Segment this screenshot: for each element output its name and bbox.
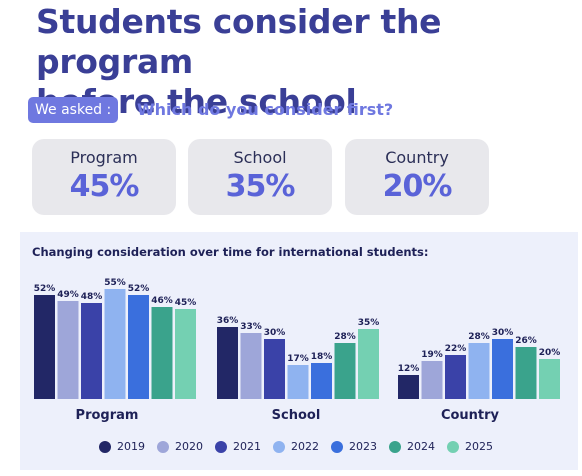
- data-label-school-2020: 33%: [240, 322, 262, 332]
- bar-school-2020: [240, 333, 262, 399]
- data-label-country-2019: 12%: [398, 364, 420, 374]
- stat-label: Program: [70, 148, 138, 167]
- bar-school-2025: [358, 329, 379, 399]
- bar-program-2020: [57, 301, 79, 399]
- legend-swatch: [331, 440, 343, 453]
- data-label-country-2025: 20%: [539, 348, 561, 358]
- category-label-school: School: [271, 408, 321, 423]
- bar-program-2024: [151, 307, 173, 399]
- bar-country-2023: [492, 339, 513, 399]
- legend-item-2025: 2025: [447, 440, 493, 453]
- data-label-country-2022: 28%: [468, 332, 490, 342]
- data-label-program-2022: 55%: [104, 278, 126, 288]
- data-label-school-2024: 28%: [334, 332, 356, 342]
- bar-country-2024: [515, 347, 537, 399]
- data-label-program-2023: 52%: [128, 284, 150, 294]
- chart-legend: 2019 2020 2021 2022 2023 2024 2025: [99, 440, 505, 453]
- legend-swatch: [157, 440, 169, 453]
- legend-label: 2019: [117, 440, 145, 453]
- we-asked-badge: We asked :: [28, 97, 119, 123]
- bar-school-2024: [334, 343, 356, 399]
- legend-item-2019: 2019: [99, 440, 145, 453]
- bar-program-2025: [175, 309, 196, 399]
- legend-label: 2025: [465, 440, 493, 453]
- data-label-school-2023: 18%: [311, 352, 333, 362]
- data-label-school-2025: 35%: [358, 318, 380, 328]
- data-label-program-2020: 49%: [57, 290, 79, 300]
- category-label-country: Country: [440, 408, 500, 423]
- legend-item-2023: 2023: [331, 440, 377, 453]
- bar-school-2019: [217, 327, 238, 399]
- bar-school-2022: [287, 365, 309, 399]
- legend-label: 2022: [291, 440, 319, 453]
- stat-value: 35%: [225, 169, 296, 204]
- stat-label: Country: [385, 148, 449, 167]
- legend-swatch: [447, 440, 459, 453]
- survey-question: Which do you consider first?: [137, 100, 394, 119]
- stat-card-school: School 35%: [188, 139, 332, 215]
- stat-value: 45%: [69, 169, 140, 204]
- legend-label: 2021: [233, 440, 261, 453]
- bar-country-2025: [539, 359, 560, 399]
- data-label-program-2024: 46%: [151, 296, 173, 306]
- data-label-country-2023: 30%: [492, 328, 514, 338]
- legend-item-2024: 2024: [389, 440, 435, 453]
- legend-swatch: [215, 440, 227, 453]
- bar-country-2019: [398, 375, 419, 399]
- bar-country-2022: [468, 343, 490, 399]
- stat-card-program: Program 45%: [32, 139, 176, 215]
- bar-school-2023: [311, 363, 332, 399]
- data-label-country-2024: 26%: [515, 336, 537, 346]
- stat-label: School: [233, 148, 287, 167]
- data-label-school-2022: 17%: [287, 354, 309, 364]
- bar-program-2019: [34, 295, 55, 399]
- headline: Students consider the program before the…: [36, 2, 576, 122]
- bar-program-2023: [128, 295, 149, 399]
- data-label-school-2019: 36%: [217, 316, 239, 326]
- legend-label: 2024: [407, 440, 435, 453]
- legend-item-2022: 2022: [273, 440, 319, 453]
- legend-label: 2023: [349, 440, 377, 453]
- headline-line-1: Students consider the program: [36, 2, 442, 81]
- category-label-program: Program: [75, 408, 139, 423]
- legend-item-2020: 2020: [157, 440, 203, 453]
- data-label-program-2025: 45%: [175, 298, 197, 308]
- data-label-program-2019: 52%: [34, 284, 56, 294]
- chart-title: Changing consideration over time for int…: [32, 245, 429, 259]
- bar-country-2021: [445, 355, 466, 399]
- data-label-program-2021: 48%: [81, 292, 103, 302]
- data-label-country-2020: 19%: [421, 350, 443, 360]
- legend-label: 2020: [175, 440, 203, 453]
- legend-swatch: [273, 440, 285, 453]
- legend-swatch: [389, 440, 401, 453]
- bar-program-2021: [81, 303, 102, 399]
- stat-value: 20%: [382, 169, 453, 204]
- legend-swatch: [99, 440, 111, 453]
- bar-school-2021: [264, 339, 285, 399]
- legend-item-2021: 2021: [215, 440, 261, 453]
- data-label-country-2021: 22%: [445, 344, 467, 354]
- bar-program-2022: [104, 289, 126, 399]
- stat-card-country: Country 20%: [345, 139, 489, 215]
- data-label-school-2021: 30%: [264, 328, 286, 338]
- bar-country-2020: [421, 361, 443, 399]
